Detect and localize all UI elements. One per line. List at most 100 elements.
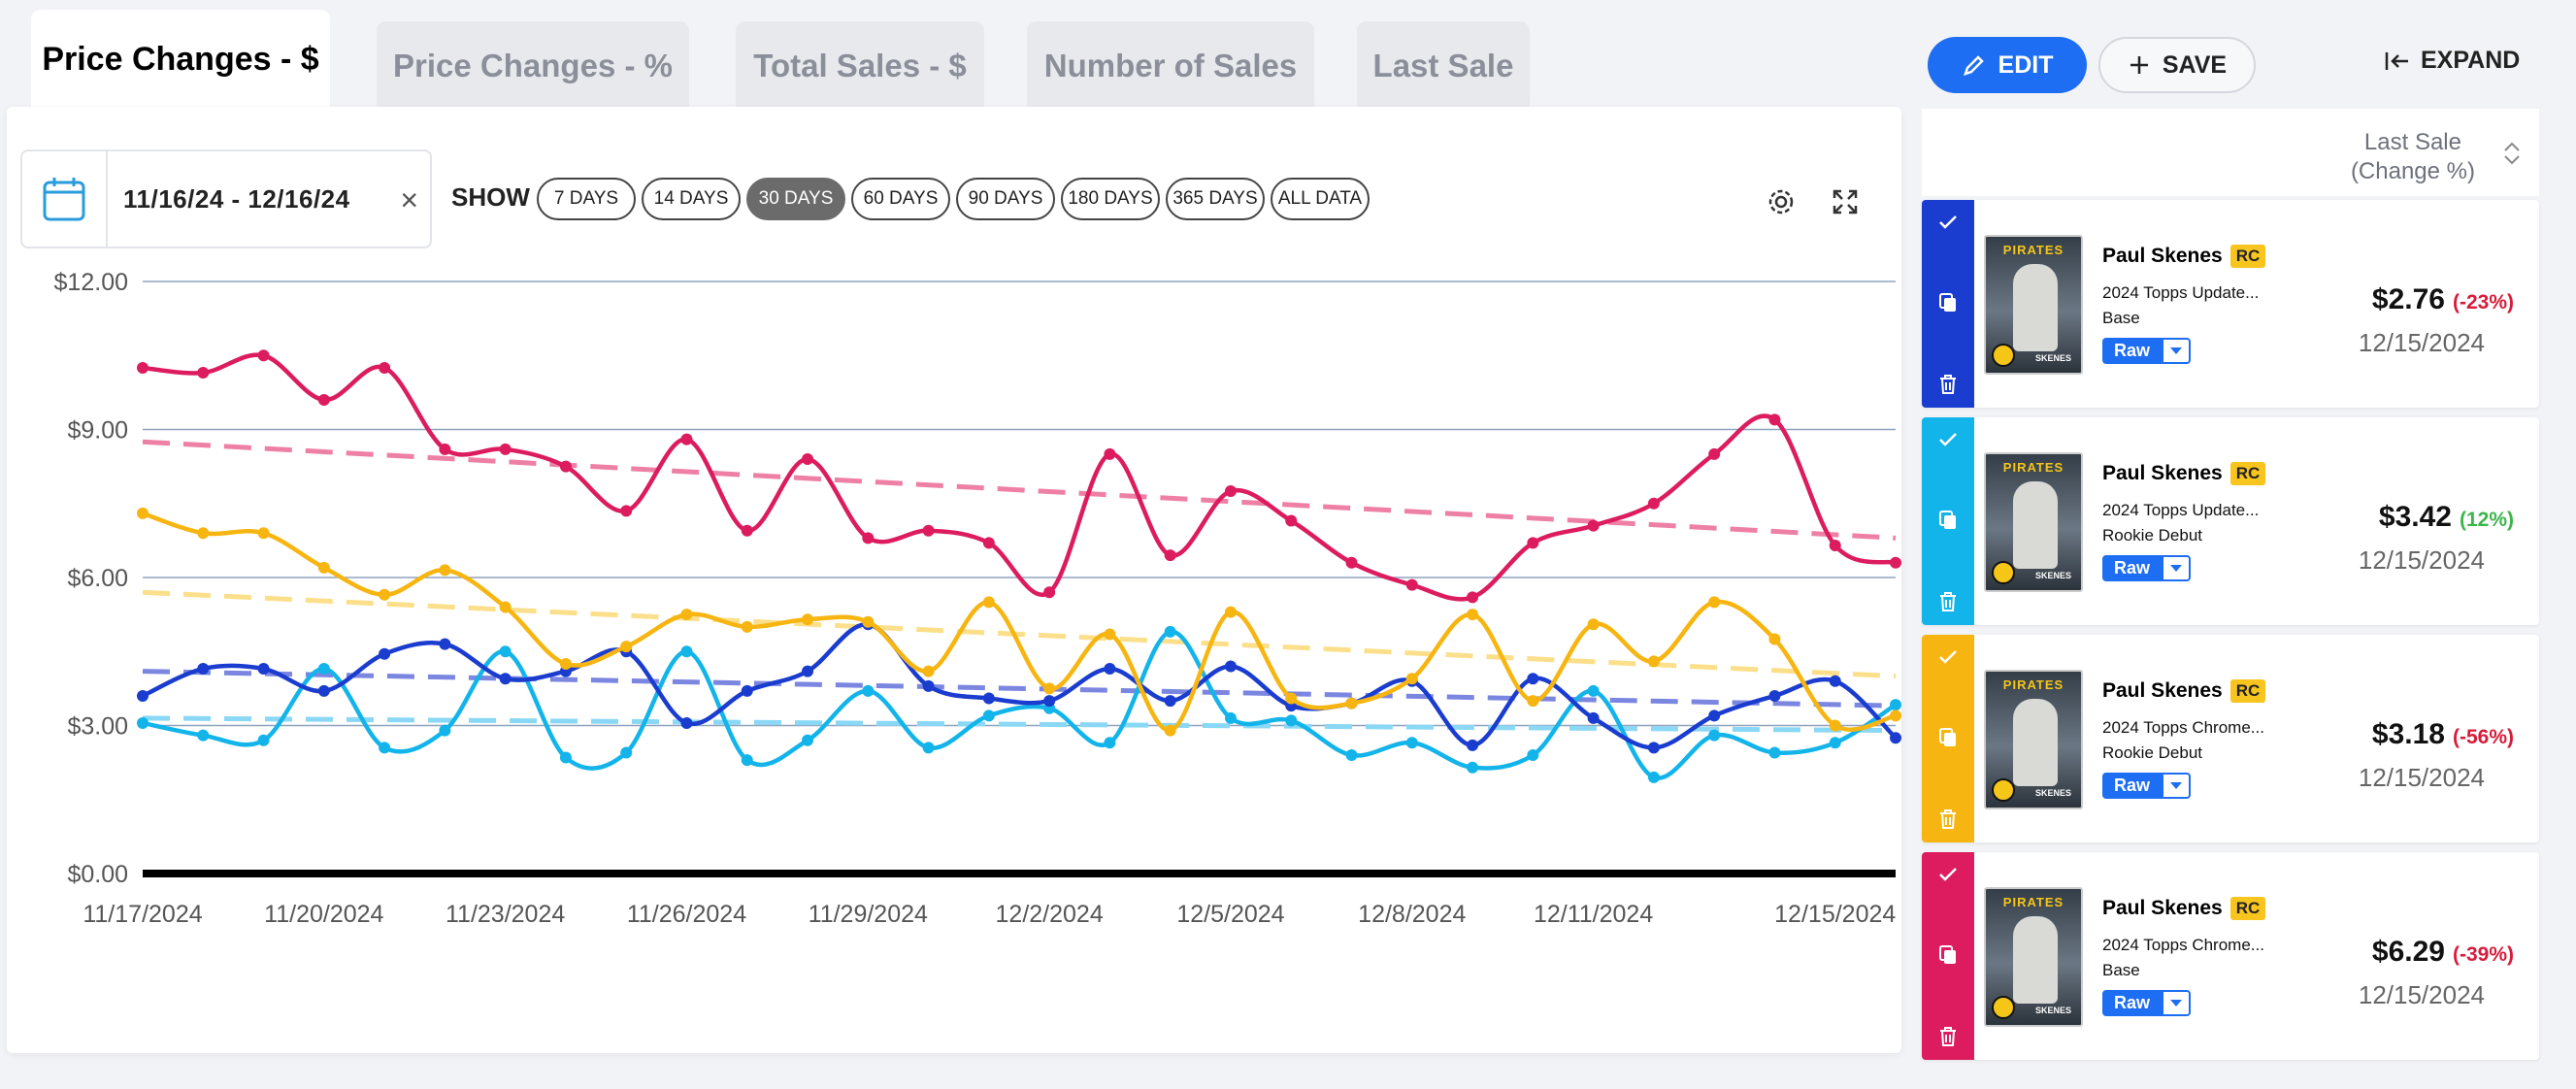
thumbnail-team-text: PIRATES <box>2002 677 2064 692</box>
card-thumbnail[interactable]: PIRATES SKENES <box>1984 235 2083 375</box>
data-point <box>257 734 270 746</box>
range-7-days[interactable]: 7 DAYS <box>537 178 636 220</box>
trash-icon[interactable] <box>1937 1025 1959 1048</box>
edit-button[interactable]: EDIT <box>1928 37 2087 93</box>
date-range-picker[interactable]: 11/16/24 - 12/16/24 × <box>20 149 432 248</box>
calendar-icon[interactable] <box>22 151 108 247</box>
thumbnail-team-text: PIRATES <box>2002 895 2064 909</box>
data-point <box>922 742 935 754</box>
data-point <box>1164 724 1176 737</box>
data-point <box>1104 737 1116 749</box>
data-point <box>257 527 270 540</box>
grade-select[interactable]: Raw <box>2102 338 2192 364</box>
comparison-card[interactable]: PIRATES SKENES Paul Skenes RC 2024 Topps Upd… <box>1922 417 2539 625</box>
range-365-days[interactable]: 365 DAYS <box>1166 178 1265 220</box>
last-sale-price: $3.18 (-56%) <box>2372 718 2514 751</box>
data-point <box>680 716 693 729</box>
tab-total-sales[interactable]: Total Sales - $ <box>736 21 984 111</box>
data-point <box>1587 519 1600 532</box>
range-14-days[interactable]: 14 DAYS <box>642 178 741 220</box>
data-point <box>317 684 330 697</box>
card-thumbnail[interactable]: PIRATES SKENES <box>1984 452 2083 592</box>
card-variant: Rookie Debut <box>2102 526 2203 544</box>
grade-select[interactable]: Raw <box>2102 773 2192 799</box>
grade-select[interactable]: Raw <box>2102 990 2192 1016</box>
tab-price-changes-dollar[interactable]: Price Changes - $ <box>31 10 330 109</box>
trash-icon[interactable] <box>1937 590 1959 613</box>
data-point <box>1708 729 1721 742</box>
tab-bar: Price Changes - $ Price Changes - % Tota… <box>0 0 1902 111</box>
copy-icon[interactable] <box>1937 291 1959 314</box>
last-sale-column-header[interactable]: Last Sale (Change %) <box>2351 128 2475 186</box>
range-30-days[interactable]: 30 DAYS <box>746 178 845 220</box>
data-point <box>1829 719 1841 732</box>
data-point <box>802 453 814 465</box>
team-logo-icon <box>1992 778 2015 802</box>
show-label: SHOW <box>451 182 530 212</box>
x-tick-label: 11/26/2024 <box>627 901 746 928</box>
tab-last-sale[interactable]: Last Sale <box>1357 21 1530 111</box>
thumbnail-team-text: PIRATES <box>2002 460 2064 475</box>
chevron-down-icon[interactable] <box>2162 555 2192 581</box>
check-icon[interactable] <box>1937 864 1959 885</box>
data-point <box>1890 710 1901 722</box>
grade-select[interactable]: Raw <box>2102 555 2192 581</box>
data-point <box>197 663 210 676</box>
check-icon[interactable] <box>1937 212 1959 233</box>
rookie-badge: RC <box>2229 897 2266 920</box>
range-all-data[interactable]: ALL DATA <box>1271 178 1370 220</box>
team-logo-icon <box>1992 561 2015 584</box>
check-icon[interactable] <box>1937 429 1959 450</box>
chevron-down-icon[interactable] <box>2162 338 2192 364</box>
tab-price-changes-percent[interactable]: Price Changes - % <box>377 21 689 111</box>
data-point <box>1345 556 1358 569</box>
sort-icon[interactable] <box>2502 140 2522 167</box>
data-point <box>197 729 210 742</box>
card-set: 2024 Topps Update... <box>2102 283 2260 302</box>
data-point <box>499 601 512 613</box>
chevron-down-icon[interactable] <box>2162 990 2192 1016</box>
data-point <box>1647 771 1660 783</box>
data-point <box>982 692 995 705</box>
range-180-days[interactable]: 180 DAYS <box>1061 178 1160 220</box>
thumbnail-name-text: SKENES <box>2034 571 2071 580</box>
clear-date-icon[interactable]: × <box>400 182 418 217</box>
comparison-card[interactable]: PIRATES SKENES Paul Skenes RC 2024 Topps Chr… <box>1922 635 2539 842</box>
data-point <box>1104 447 1116 460</box>
data-point <box>680 609 693 621</box>
gear-icon[interactable] <box>1762 182 1800 221</box>
comparison-card[interactable]: PIRATES SKENES Paul Skenes RC 2024 Topps Chr… <box>1922 852 2539 1060</box>
save-button[interactable]: SAVE <box>2098 37 2256 93</box>
data-point <box>1104 663 1116 676</box>
data-point <box>1467 739 1479 751</box>
data-point <box>499 673 512 685</box>
data-point <box>802 734 814 746</box>
data-point <box>741 524 753 537</box>
card-thumbnail[interactable]: PIRATES SKENES <box>1984 887 2083 1027</box>
copy-icon[interactable] <box>1937 509 1959 532</box>
data-point <box>1829 737 1841 749</box>
data-point <box>1768 633 1781 645</box>
check-icon[interactable] <box>1937 646 1959 668</box>
copy-icon[interactable] <box>1937 726 1959 749</box>
trash-icon[interactable] <box>1937 808 1959 831</box>
trash-icon[interactable] <box>1937 373 1959 396</box>
tab-number-of-sales[interactable]: Number of Sales <box>1027 21 1314 111</box>
data-point <box>257 663 270 676</box>
chevron-down-icon[interactable] <box>2162 773 2192 799</box>
player-name: Paul Skenes RC <box>2102 462 2266 485</box>
data-point <box>1587 711 1600 724</box>
rookie-badge: RC <box>2229 462 2266 485</box>
range-60-days[interactable]: 60 DAYS <box>851 178 950 220</box>
x-tick-label: 12/11/2024 <box>1534 901 1653 928</box>
data-point <box>559 657 572 670</box>
fullscreen-icon[interactable] <box>1826 182 1865 221</box>
data-point <box>379 588 391 601</box>
expand-button[interactable]: EXPAND <box>2384 47 2520 75</box>
data-point <box>1647 655 1660 668</box>
comparison-card[interactable]: PIRATES SKENES Paul Skenes RC 2024 Topps Upd… <box>1922 200 2539 408</box>
range-90-days[interactable]: 90 DAYS <box>956 178 1055 220</box>
x-tick-label: 11/17/2024 <box>83 901 202 928</box>
copy-icon[interactable] <box>1937 943 1959 967</box>
card-thumbnail[interactable]: PIRATES SKENES <box>1984 670 2083 809</box>
